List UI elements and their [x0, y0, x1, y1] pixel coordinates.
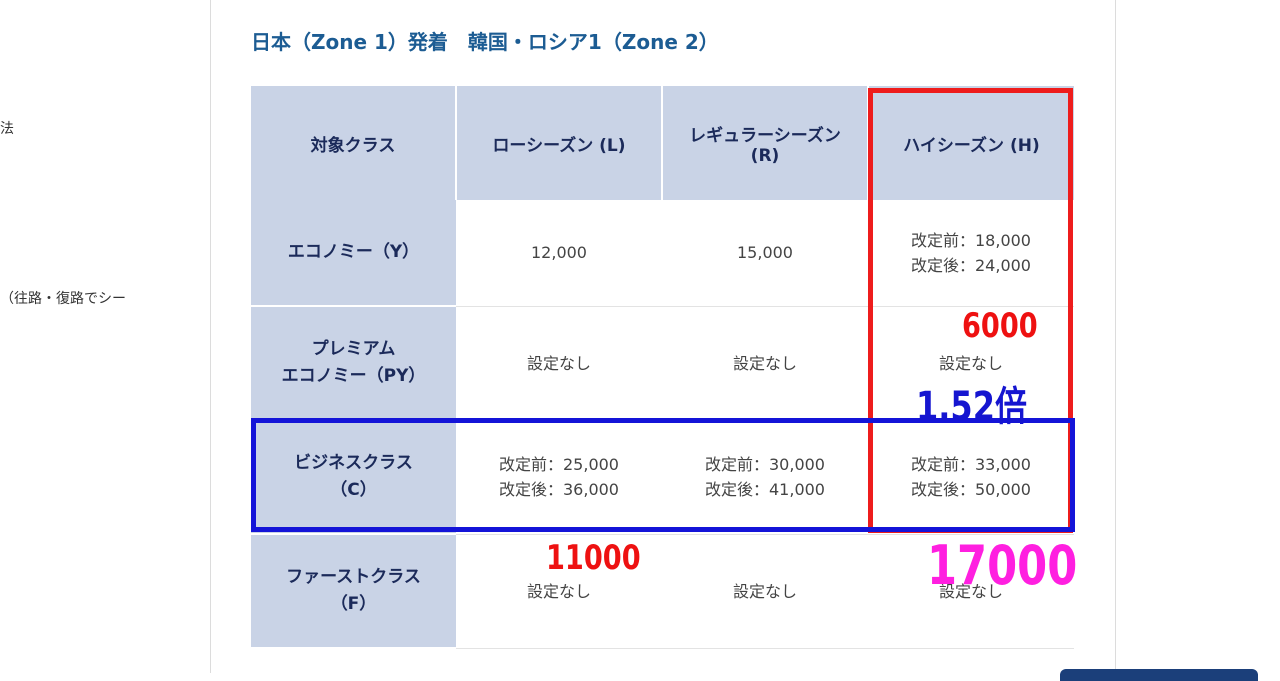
- table-row: プレミアム エコノミー（PY） 設定なし 設定なし 設定なし: [251, 306, 1074, 421]
- left-column-text: 法: [0, 121, 14, 137]
- class-label: プレミアム エコノミー（PY）: [251, 306, 456, 421]
- table-cell: 設定なし: [662, 306, 868, 421]
- section-title: 日本（Zone 1）発着 韓国・ロシア1（Zone 2）: [251, 30, 719, 54]
- table-row: ファーストクラス （F） 設定なし 設定なし 設定なし: [251, 534, 1074, 649]
- header-high-season: ハイシーズン (H): [868, 86, 1074, 200]
- table-row: ビジネスクラス （C） 改定前：25,000 改定後：36,000 改定前：30…: [251, 420, 1074, 535]
- table-header-row: 対象クラス ローシーズン (L) レギュラーシーズン (R) ハイシーズン (H…: [251, 86, 1074, 200]
- header-low-season: ローシーズン (L): [456, 86, 663, 200]
- fare-table: 対象クラス ローシーズン (L) レギュラーシーズン (R) ハイシーズン (H…: [251, 86, 1074, 649]
- class-label: ビジネスクラス （C）: [251, 420, 456, 535]
- table-cell: 改定前：30,000 改定後：41,000: [662, 420, 868, 535]
- left-column-text: （往路・復路でシー: [0, 291, 126, 307]
- table-cell: 改定前：25,000 改定後：36,000: [456, 420, 662, 535]
- table-cell: 設定なし: [868, 306, 1074, 421]
- main-content: 日本（Zone 1）発着 韓国・ロシア1（Zone 2） 対象クラス ローシーズ…: [210, 0, 1116, 673]
- table-cell: 15,000: [662, 200, 868, 307]
- table-cell: 設定なし: [662, 534, 868, 649]
- header-regular-season: レギュラーシーズン (R): [662, 86, 869, 200]
- table-cell: 改定前：33,000 改定後：50,000: [868, 420, 1074, 535]
- class-label: エコノミー（Y）: [251, 200, 456, 307]
- class-label: ファーストクラス （F）: [251, 534, 456, 649]
- table-row: エコノミー（Y） 12,000 15,000 改定前：18,000 改定後：24…: [251, 200, 1074, 307]
- table-cell: 改定前：18,000 改定後：24,000: [868, 200, 1074, 307]
- header-class: 対象クラス: [251, 86, 457, 200]
- table-cell: 設定なし: [456, 534, 662, 649]
- floating-button[interactable]: [1060, 669, 1258, 681]
- table-cell: 設定なし: [868, 534, 1074, 649]
- table-cell: 12,000: [456, 200, 662, 307]
- table-cell: 設定なし: [456, 306, 662, 421]
